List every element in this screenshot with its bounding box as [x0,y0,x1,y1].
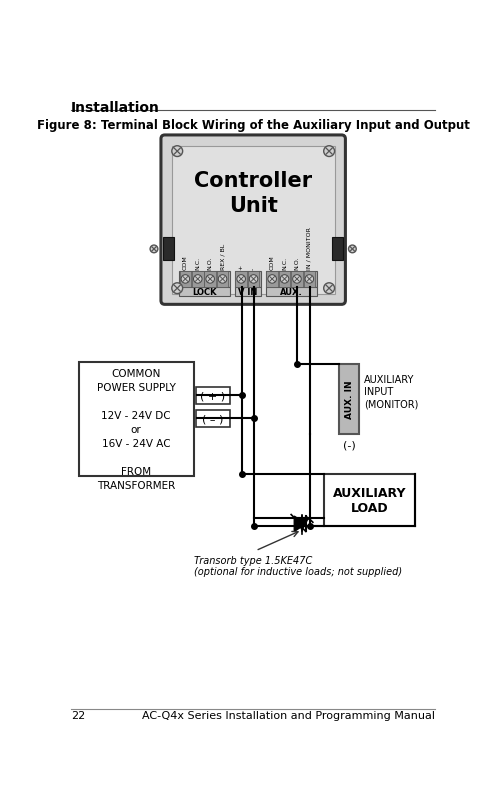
Bar [248,272,259,287]
Text: ( – ): ( – ) [202,414,224,424]
Bar [332,238,343,261]
Text: AUXILIARY
LOAD: AUXILIARY LOAD [332,487,406,514]
Text: N.O.: N.O. [207,256,212,269]
FancyBboxPatch shape [196,410,230,427]
Circle shape [280,276,289,284]
Bar [266,272,317,287]
Polygon shape [294,517,306,532]
Circle shape [293,276,301,284]
Text: N.C.: N.C. [282,256,287,269]
Text: AC-Q4x Series Installation and Programming Manual: AC-Q4x Series Installation and Programmi… [142,710,435,720]
Text: 22: 22 [71,710,85,720]
Text: N.C.: N.C. [195,256,200,269]
Circle shape [268,276,277,284]
Text: -: - [251,268,256,269]
Bar [235,272,247,287]
Circle shape [324,147,334,157]
Text: AUX.: AUX. [280,287,302,296]
Text: LOCK: LOCK [192,287,216,296]
Circle shape [181,276,190,284]
FancyBboxPatch shape [161,135,345,305]
Bar [235,272,261,287]
Text: Installation: Installation [71,101,160,115]
Circle shape [172,283,183,294]
Text: REX / BL: REX / BL [220,243,225,269]
Bar [279,272,290,287]
Text: ( + ): ( + ) [200,391,225,401]
Bar [235,287,261,297]
Bar [179,272,191,287]
Bar [164,238,174,261]
Bar [266,287,317,297]
Bar [179,272,230,287]
Text: Transorb type 1.5KE47C
(optional for inductive loads; not supplied): Transorb type 1.5KE47C (optional for ind… [194,555,402,577]
Bar [205,272,216,287]
Circle shape [172,147,183,157]
Polygon shape [296,519,308,530]
Bar [172,147,334,294]
Circle shape [218,276,227,284]
Circle shape [348,246,356,253]
Text: N.O.: N.O. [294,256,299,269]
Text: IN / MONITOR: IN / MONITOR [307,227,312,269]
Text: COM: COM [270,255,275,269]
Circle shape [237,276,246,284]
Bar [291,272,303,287]
Bar [266,272,278,287]
Text: COM: COM [183,255,188,269]
Text: V IN: V IN [238,287,257,296]
Text: +: + [239,264,244,269]
Circle shape [305,276,314,284]
Bar [339,365,359,434]
Text: AUX. IN: AUX. IN [345,380,354,418]
Text: COMMON
POWER SUPPLY

12V - 24V DC
or
16V - 24V AC

FROM
TRANSFORMER: COMMON POWER SUPPLY 12V - 24V DC or 16V … [97,369,175,491]
Text: Controller
Unit: Controller Unit [194,171,312,216]
Text: Figure 8: Terminal Block Wiring of the Auxiliary Input and Output: Figure 8: Terminal Block Wiring of the A… [37,119,470,132]
Bar [217,272,228,287]
Bar [303,272,315,287]
Bar [79,363,194,476]
FancyBboxPatch shape [196,387,230,404]
Text: AUXILIARY
INPUT
(MONITOR): AUXILIARY INPUT (MONITOR) [364,375,418,410]
Circle shape [150,246,158,253]
Bar [179,287,230,297]
Bar [192,272,204,287]
Circle shape [194,276,202,284]
Circle shape [324,283,334,294]
Circle shape [249,276,258,284]
Bar [324,474,415,526]
Text: (-): (-) [343,440,356,450]
Circle shape [206,276,214,284]
